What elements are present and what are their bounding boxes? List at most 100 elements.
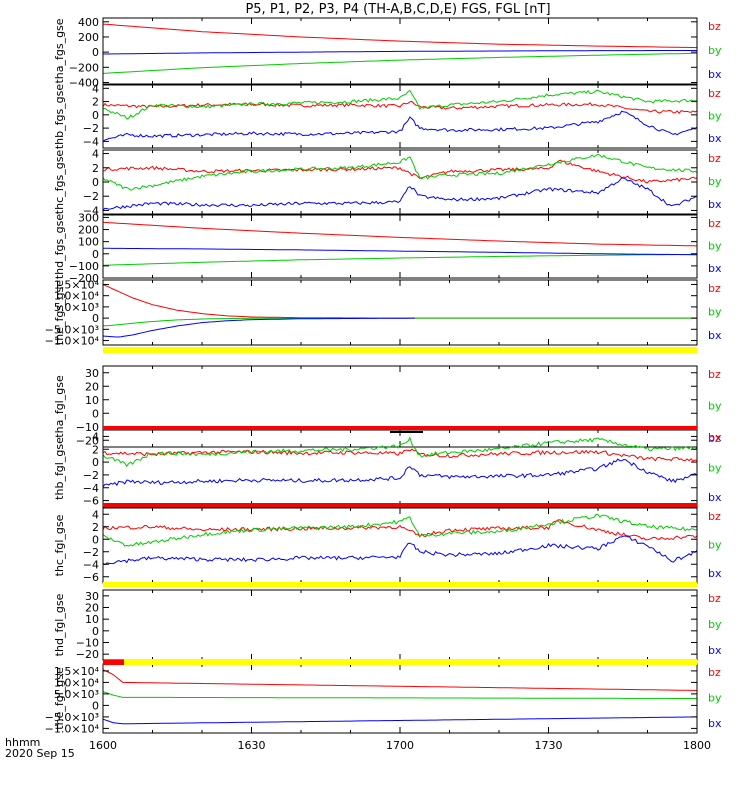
y-tick-label: −100 — [69, 260, 99, 273]
series-line-bz — [102, 23, 698, 49]
y-tick-label: 200 — [78, 31, 99, 44]
series-line-by — [102, 691, 697, 699]
series-line-bx — [102, 317, 415, 338]
y-axis-label: thd_fgs_gse — [53, 214, 66, 280]
y-axis-label: thb_fgl_gse — [53, 437, 66, 500]
y-axis-label: tha_fgs_gse — [53, 18, 66, 83]
legend-bz: bz — [708, 20, 721, 33]
legend-by: by — [708, 110, 722, 123]
panel-frame — [102, 84, 698, 149]
flag-bar — [390, 431, 423, 433]
y-tick-label: −200 — [69, 61, 99, 74]
panel-frame — [102, 507, 698, 584]
legend-by: by — [708, 306, 722, 319]
chart-title: P5, P1, P2, P3, P4 (TH-A,B,C,D,E) FGS, F… — [245, 2, 550, 17]
panel-frame — [102, 149, 698, 215]
series-line-bz — [102, 519, 698, 541]
legend-by: by — [708, 240, 722, 253]
legend-by: by — [708, 539, 722, 552]
y-tick-label: 5.0×10³ — [54, 688, 99, 701]
legend-bz: bz — [708, 592, 721, 605]
y-tick-label: 30 — [85, 367, 99, 380]
panel-thc_fgl_gse: 420−2−4−6 thc_fgl_gse bz by bx — [53, 507, 722, 584]
y-tick-label: 4 — [92, 508, 99, 521]
y-tick-label: −2 — [83, 190, 99, 203]
y-tick-label: 0 — [92, 407, 99, 420]
panel-thb_fgs_gse: 420−2−4 thb_fgs_gse bz by bx — [53, 82, 722, 149]
series-line-bz — [102, 100, 698, 114]
y-axis-label: the_fgl_gse — [53, 667, 66, 730]
legend-bz: bz — [708, 368, 721, 381]
y-tick-label: −400 — [69, 76, 99, 89]
legend-bz: bz — [708, 666, 721, 679]
legend-bx: bx — [708, 262, 722, 275]
y-tick-label: 1.5×10⁴ — [54, 278, 100, 291]
y-tick-label: 0 — [92, 46, 99, 59]
y-tick-label: 2 — [92, 162, 99, 175]
legend-bz: bz — [708, 217, 721, 230]
legend-by: by — [708, 618, 722, 631]
y-axis-label: thb_fgs_gse — [53, 84, 66, 150]
legend-bz: bz — [708, 282, 721, 295]
legend-bz: bz — [708, 87, 721, 100]
panel-frame — [102, 214, 698, 279]
legend-by: by — [708, 462, 722, 475]
y-tick-label: −10 — [76, 637, 99, 650]
flag-bar — [103, 426, 697, 430]
panel-thb_fgl_gse: 420−2−4−6 thb_fgl_gse bz by bx — [53, 429, 722, 508]
series-line-bz — [102, 159, 698, 184]
x-tick-label: 1730 — [535, 739, 563, 752]
x-tick-label: 1800 — [683, 739, 711, 752]
legend-bx: bx — [708, 431, 722, 444]
y-tick-label: 20 — [85, 380, 99, 393]
y-tick-label: 4 — [92, 82, 99, 95]
legend-bz: bz — [708, 432, 721, 445]
y-tick-label: −2 — [83, 469, 99, 482]
y-tick-label: −4 — [83, 135, 99, 148]
series-line-bx — [103, 247, 697, 256]
y-tick-label: −200 — [69, 272, 99, 285]
panel-the_fgs_gse: 1.5×10⁴1.0×10⁴5.0×10³0−5.0×10³−1.0×10⁴th… — [45, 278, 722, 347]
flag-bar — [103, 347, 697, 353]
y-tick-label: 0 — [92, 176, 99, 189]
panel-frame — [102, 589, 698, 661]
series-line-bz — [102, 284, 697, 319]
y-axis-label: the_fgs_gse — [53, 280, 66, 345]
y-tick-label: −4 — [83, 204, 99, 217]
legend-bx: bx — [708, 717, 722, 730]
series-line-by — [102, 52, 698, 74]
y-axis-label: thc_fgs_gse — [53, 150, 66, 215]
y-tick-label: 100 — [78, 236, 99, 249]
legend-by: by — [708, 692, 722, 705]
y-tick-label: −4 — [83, 558, 99, 571]
y-tick-label: 0 — [92, 109, 99, 122]
y-tick-label: 4 — [92, 430, 99, 443]
series-line-bx — [102, 177, 698, 211]
y-tick-label: 10 — [85, 394, 99, 407]
y-tick-label: 2 — [92, 96, 99, 109]
legend-bx: bx — [708, 68, 722, 81]
y-tick-label: 20 — [85, 602, 99, 615]
y-tick-label: −5.0×10³ — [45, 323, 99, 336]
legend-bx: bx — [708, 329, 722, 342]
series-line-bx — [102, 535, 698, 566]
x-tick-label: 1600 — [89, 739, 117, 752]
y-tick-label: −20 — [76, 648, 99, 661]
series-line-bz — [102, 221, 698, 247]
series-line-bx — [102, 458, 698, 488]
series-line-by — [102, 317, 697, 327]
series-line-bx — [102, 716, 698, 725]
quality-flag-bars — [103, 347, 697, 665]
y-tick-label: 200 — [78, 224, 99, 237]
y-tick-label: 30 — [85, 590, 99, 603]
y-tick-label: 4 — [92, 148, 99, 161]
series-line-by — [102, 153, 698, 191]
series-line-by — [102, 89, 697, 120]
legend-bx: bx — [708, 491, 722, 504]
series-line-bx — [103, 50, 697, 55]
y-tick-label: 0 — [92, 456, 99, 469]
y-tick-label: 2 — [92, 521, 99, 534]
